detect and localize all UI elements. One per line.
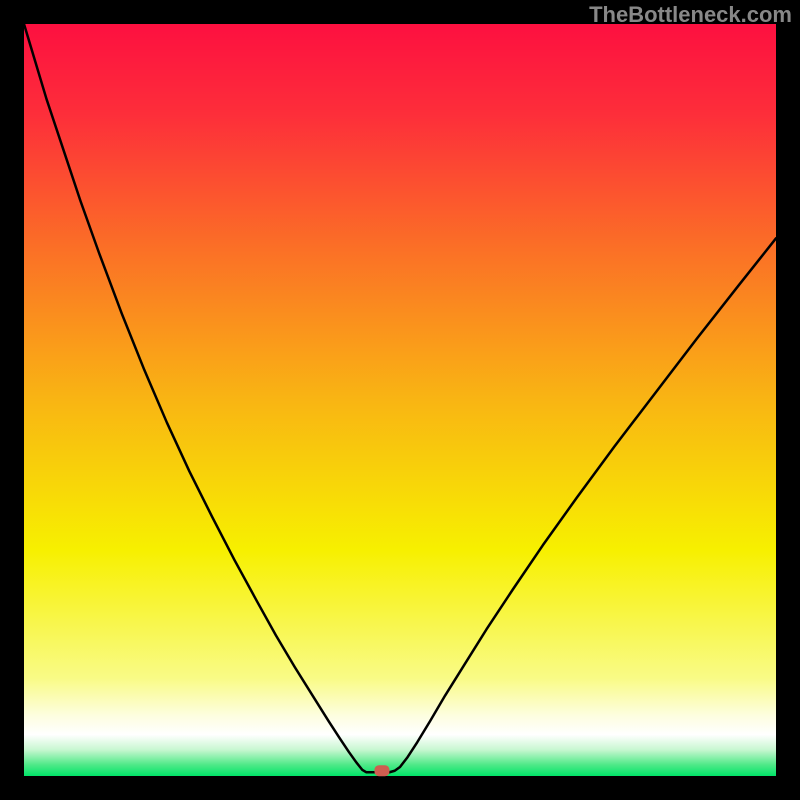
bottleneck-curve-chart [0,0,800,800]
chart-container: TheBottleneck.com [0,0,800,800]
plot-background [24,24,776,776]
watermark-text: TheBottleneck.com [589,2,792,28]
curve-minimum-marker [375,766,389,776]
